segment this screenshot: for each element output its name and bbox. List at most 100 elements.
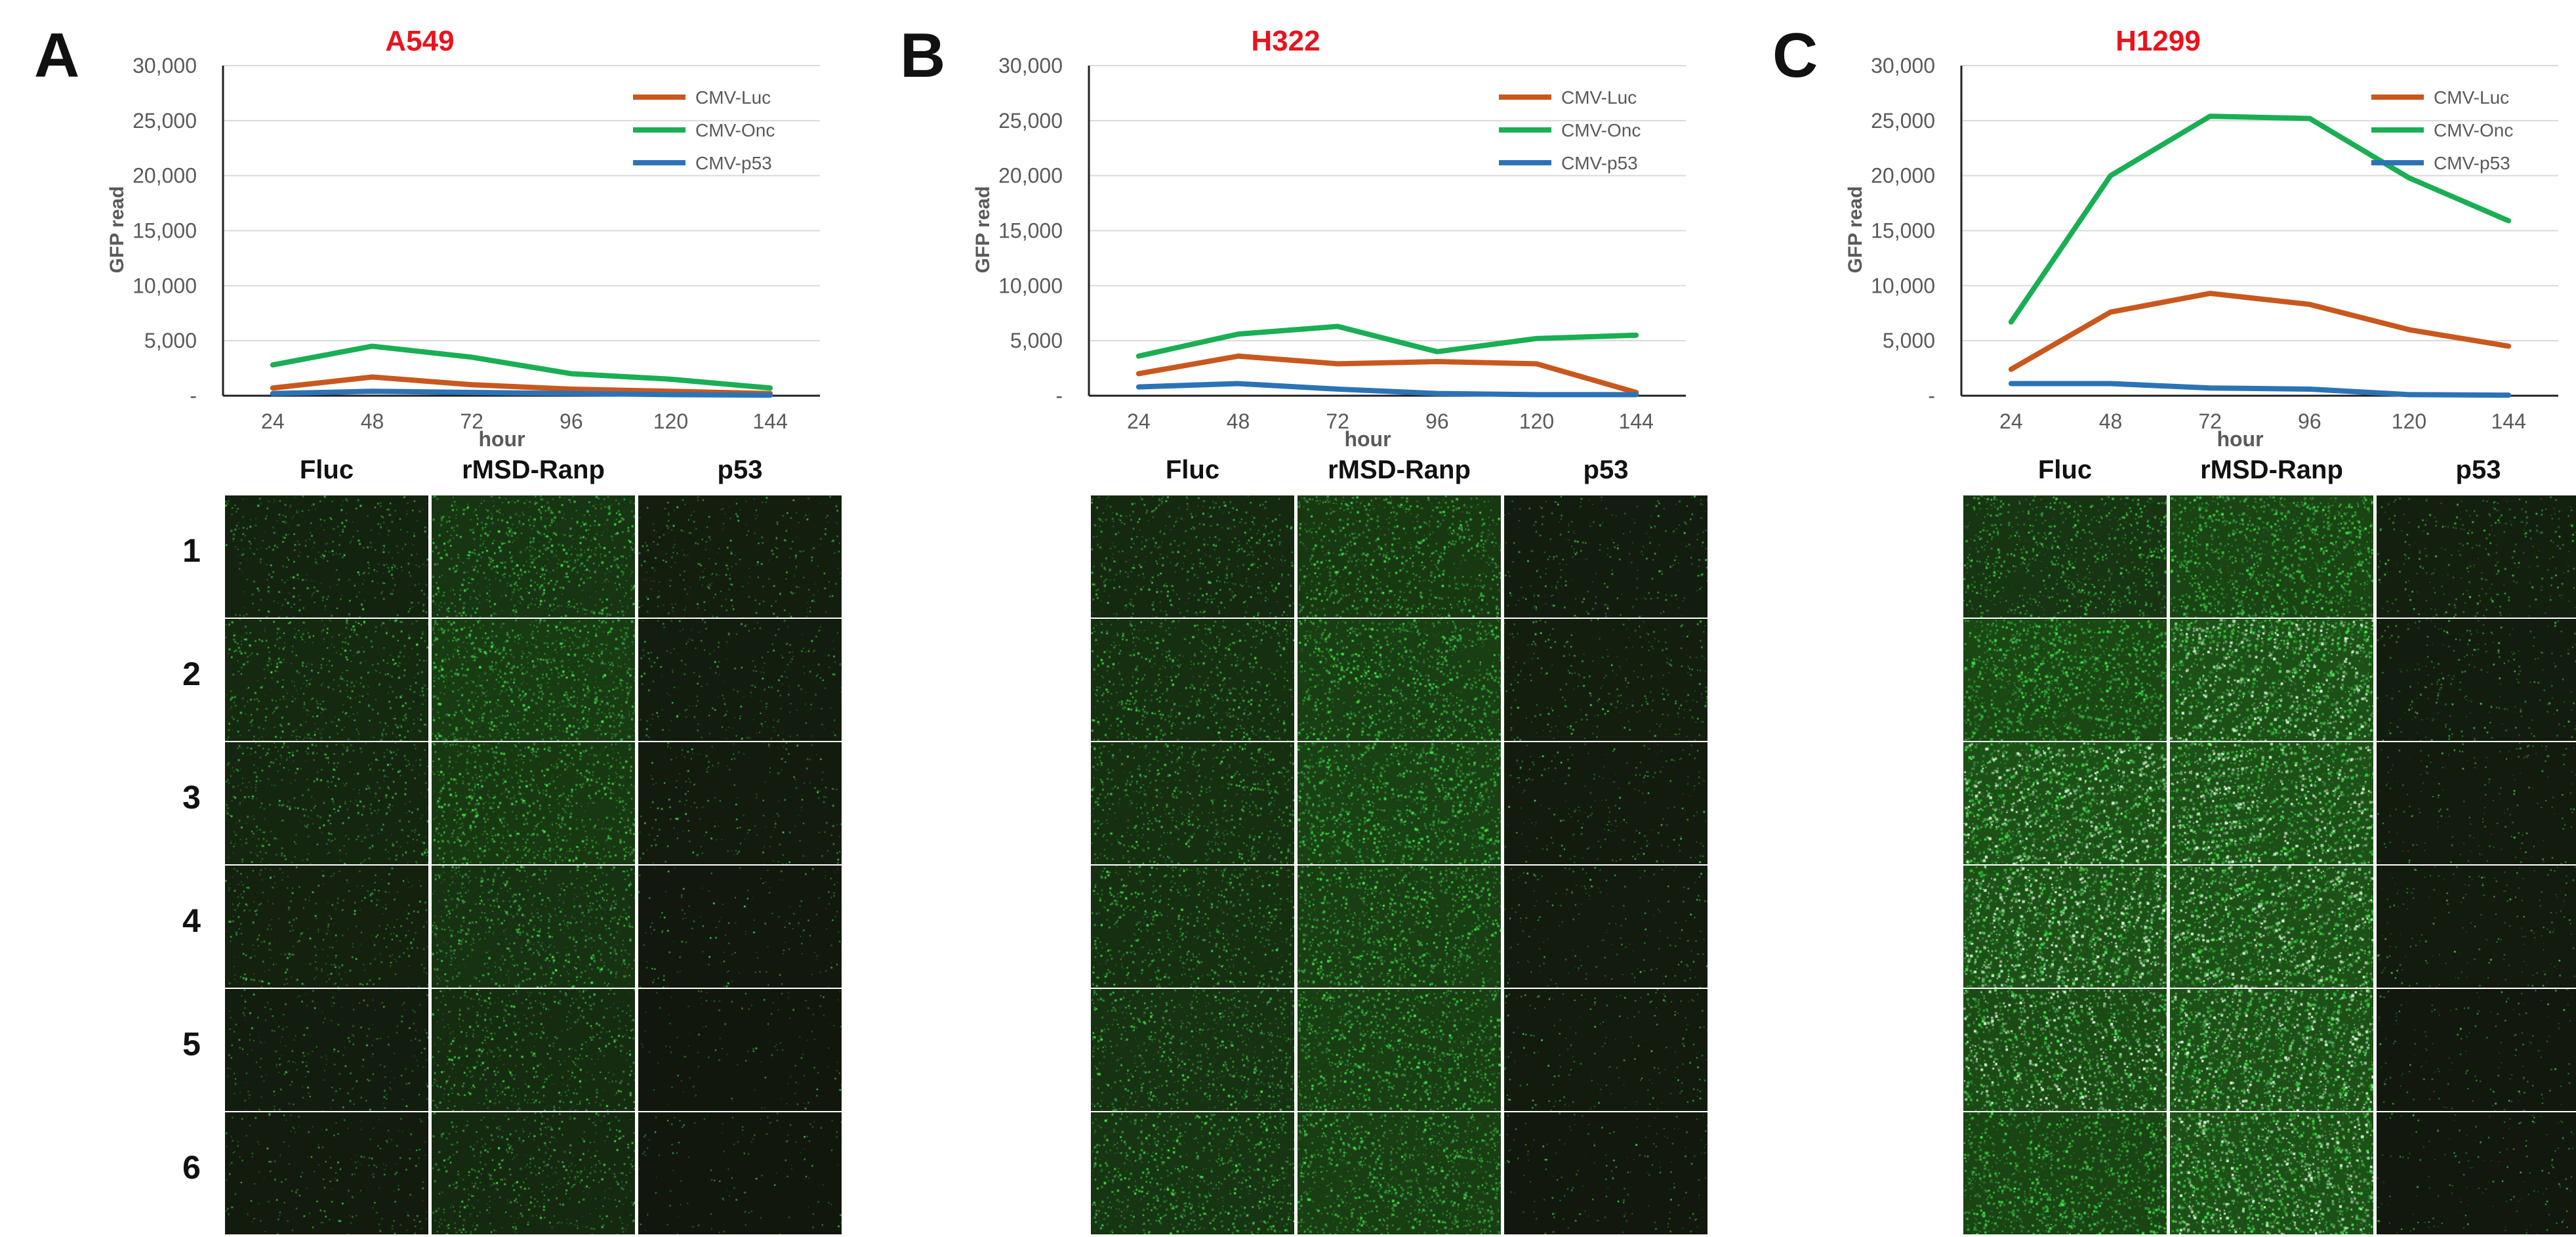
fluorescence-image — [1504, 989, 1707, 1111]
fluorescence-image — [1504, 619, 1707, 741]
fluorescence-image — [225, 495, 428, 618]
micrograph-tile — [638, 742, 842, 864]
micrograph-tile — [432, 742, 635, 864]
fluorescence-image — [1504, 866, 1707, 988]
column-label: rMSD-Ranp — [1328, 455, 1471, 484]
fluorescence-image — [638, 619, 842, 741]
y-tick-label: 30,000 — [1871, 54, 1935, 77]
panel-b: B H322 - 5,000 10,000 15,000 20,000 25,000 30,00… — [866, 0, 1732, 1237]
micrograph-tile — [1504, 989, 1707, 1111]
fluorescence-image — [2377, 619, 2576, 741]
column-label: p53 — [1583, 455, 1629, 484]
legend-label: CMV-Luc — [1561, 87, 1637, 108]
micrograph-tile — [1963, 866, 2167, 988]
micrograph-tile — [225, 989, 428, 1111]
micrograph-tile — [1963, 1112, 2167, 1234]
fluorescence-image — [2377, 1112, 2576, 1234]
line-chart: - 5,000 10,000 15,000 20,000 25,000 30,000 24 48… — [1845, 54, 2558, 451]
fluorescence-image — [2170, 619, 2373, 741]
y-tick-label: - — [1928, 384, 1935, 408]
series-line-cmv-onc — [2008, 114, 2512, 325]
fluorescence-image — [1298, 495, 1501, 618]
y-tick-label: 15,000 — [1871, 219, 1935, 243]
x-tick-label: 144 — [1618, 409, 1653, 433]
fluorescence-image — [638, 1112, 842, 1234]
fluorescence-image — [1091, 495, 1294, 618]
fluorescence-image — [432, 619, 635, 741]
panel-a: A A549 - 5,000 10,000 15,000 20,000 25,000 30,00… — [0, 0, 866, 1237]
panel-c: C H1299 - 5,000 10,000 15,000 20,000 25,000 30,0… — [1738, 0, 2576, 1237]
line-chart: - 5,000 10,000 15,000 20,000 25,000 30,000 24 48… — [106, 54, 820, 451]
fluorescence-image — [1298, 742, 1501, 864]
legend-label: CMV-p53 — [695, 153, 772, 173]
micrograph-tile — [1091, 742, 1294, 864]
micrograph-tile — [2170, 1112, 2373, 1234]
fluorescence-image — [2377, 866, 2576, 988]
micrograph-tile — [2170, 989, 2373, 1111]
y-tick-label: 5,000 — [1883, 329, 1935, 352]
line-chart: - 5,000 10,000 15,000 20,000 25,000 30,000 24 48… — [972, 54, 1686, 451]
series-line-cmv-luc — [2008, 291, 2512, 372]
fluorescence-image — [1504, 742, 1707, 864]
micrograph-tile — [225, 619, 428, 741]
fluorescence-image — [1091, 989, 1294, 1111]
micrograph-tile — [1298, 619, 1501, 741]
micrograph-tile — [1963, 742, 2167, 864]
series-line-cmv-luc — [1135, 353, 1639, 395]
series-line-cmv-onc — [270, 343, 773, 391]
row-label: 5 — [182, 1026, 201, 1062]
x-tick-label: 72 — [460, 409, 483, 433]
x-tick-label: 120 — [1519, 409, 1554, 433]
fluorescence-image — [638, 866, 842, 988]
fluorescence-image — [1504, 1112, 1707, 1234]
legend-label: CMV-Onc — [2434, 120, 2513, 140]
micrograph-tile — [1298, 866, 1501, 988]
fluorescence-image — [2170, 742, 2373, 864]
fluorescence-image — [2377, 742, 2576, 864]
fluorescence-image — [2377, 989, 2576, 1111]
fluorescence-image — [1963, 866, 2167, 988]
y-tick-label: 30,000 — [133, 54, 197, 77]
micrograph-tile — [638, 1112, 842, 1234]
y-tick-label: 20,000 — [133, 164, 197, 188]
row-label: 4 — [182, 902, 201, 939]
x-tick-label: 96 — [560, 409, 583, 433]
fluorescence-image — [1963, 1112, 2167, 1234]
micrograph-tile — [2377, 619, 2576, 741]
micrograph-tile — [1091, 495, 1294, 618]
y-tick-label: 20,000 — [1871, 164, 1935, 188]
micrograph-tile — [1091, 989, 1294, 1111]
y-tick-label: - — [190, 384, 197, 408]
chart-title: A549 — [385, 25, 455, 57]
legend-label: CMV-Onc — [695, 120, 775, 140]
y-tick-label: - — [1055, 384, 1063, 408]
y-tick-label: 25,000 — [1871, 109, 1935, 133]
x-tick-label: 144 — [2491, 409, 2525, 433]
x-tick-label: 48 — [2099, 409, 2123, 433]
fluorescence-image — [1963, 989, 2167, 1111]
fluorescence-image — [1963, 742, 2167, 864]
legend-label: CMV-Luc — [695, 87, 771, 108]
micrograph-tile — [225, 866, 428, 988]
legend-label: CMV-Luc — [2434, 87, 2509, 108]
micrograph-tile — [1504, 866, 1707, 988]
y-tick-label: 10,000 — [133, 274, 197, 297]
y-tick-label: 10,000 — [998, 274, 1063, 297]
series-line-cmv-p53 — [2008, 381, 2512, 398]
y-tick-label: 20,000 — [998, 164, 1063, 188]
micrograph-tile — [2170, 495, 2373, 618]
column-label: p53 — [717, 455, 763, 484]
series-line-cmv-p53 — [1135, 381, 1639, 398]
column-label: rMSD-Ranp — [462, 455, 605, 484]
fluorescence-image — [225, 866, 428, 988]
y-tick-label: 15,000 — [998, 219, 1063, 243]
fluorescence-image — [1091, 866, 1294, 988]
x-tick-label: 72 — [2198, 409, 2222, 433]
fluorescence-image — [1298, 1112, 1501, 1234]
y-axis-label: GFP read — [106, 186, 128, 274]
micrograph-tile — [2377, 1112, 2576, 1234]
chart-title: H1299 — [2116, 25, 2201, 57]
micrograph-tile — [2377, 495, 2576, 618]
fluorescence-image — [2170, 866, 2373, 988]
y-tick-label: 5,000 — [1010, 329, 1063, 352]
